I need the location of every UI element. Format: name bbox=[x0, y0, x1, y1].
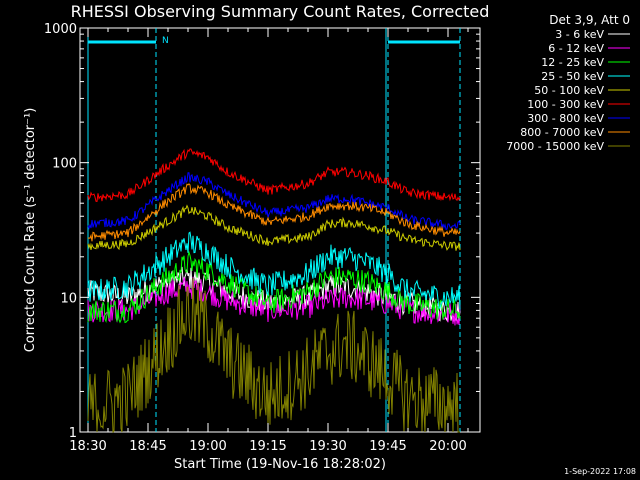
legend-title: Det 3,9, Att 0 bbox=[549, 13, 630, 27]
legend-entry-label: 300 - 800 keV bbox=[527, 112, 604, 125]
legend-entry-label: 3 - 6 keV bbox=[555, 28, 604, 41]
chart-title: RHESSI Observing Summary Count Rates, Co… bbox=[71, 2, 490, 21]
legend-entry-label: 7000 - 15000 keV bbox=[506, 140, 604, 153]
y-axis-label: Corrected Count Rate (s⁻¹ detector⁻¹) bbox=[23, 108, 38, 353]
series-group bbox=[87, 148, 461, 434]
series-line bbox=[87, 204, 461, 251]
legend-entry-label: 25 - 50 keV bbox=[541, 70, 604, 83]
legend-entry-label: 100 - 300 keV bbox=[527, 98, 604, 111]
x-tick-label: 18:45 bbox=[129, 439, 166, 454]
footer-date: 1-Sep-2022 17:08 bbox=[564, 467, 636, 476]
x-tick-label: 18:30 bbox=[69, 439, 106, 454]
y-tick-label: 1000 bbox=[44, 22, 77, 37]
series-line bbox=[87, 250, 461, 324]
x-tick-label: 19:00 bbox=[189, 439, 226, 454]
x-tick-label: 20:00 bbox=[429, 439, 466, 454]
x-tick-label: 19:30 bbox=[309, 439, 346, 454]
legend-entry-label: 800 - 7000 keV bbox=[520, 126, 604, 139]
night-flag-label: N bbox=[162, 36, 169, 46]
series-line bbox=[87, 148, 461, 202]
legend-entry-label: 50 - 100 keV bbox=[534, 84, 604, 97]
series-line bbox=[87, 277, 460, 434]
series-line bbox=[87, 266, 461, 322]
x-axis: 18:30 18:45 19:00 19:15 19:30 19:45 20:00 bbox=[69, 28, 469, 454]
y-tick-label: 10 bbox=[60, 291, 77, 306]
x-axis-label: Start Time (19-Nov-16 18:28:02) bbox=[174, 457, 386, 472]
y-tick-label: 100 bbox=[52, 157, 77, 172]
legend-entry-label: 6 - 12 keV bbox=[548, 42, 604, 55]
y-tick-label: 1 bbox=[69, 426, 77, 441]
series-line bbox=[87, 231, 461, 310]
series-line bbox=[87, 183, 461, 242]
x-tick-label: 19:45 bbox=[369, 439, 406, 454]
x-tick-label: 19:15 bbox=[249, 439, 286, 454]
y-axis: 1 10 100 1000 bbox=[44, 22, 480, 441]
series-line bbox=[87, 276, 461, 326]
series-line bbox=[87, 172, 461, 231]
plot-frame bbox=[79, 27, 481, 433]
legend-entry-label: 12 - 25 keV bbox=[541, 56, 604, 69]
